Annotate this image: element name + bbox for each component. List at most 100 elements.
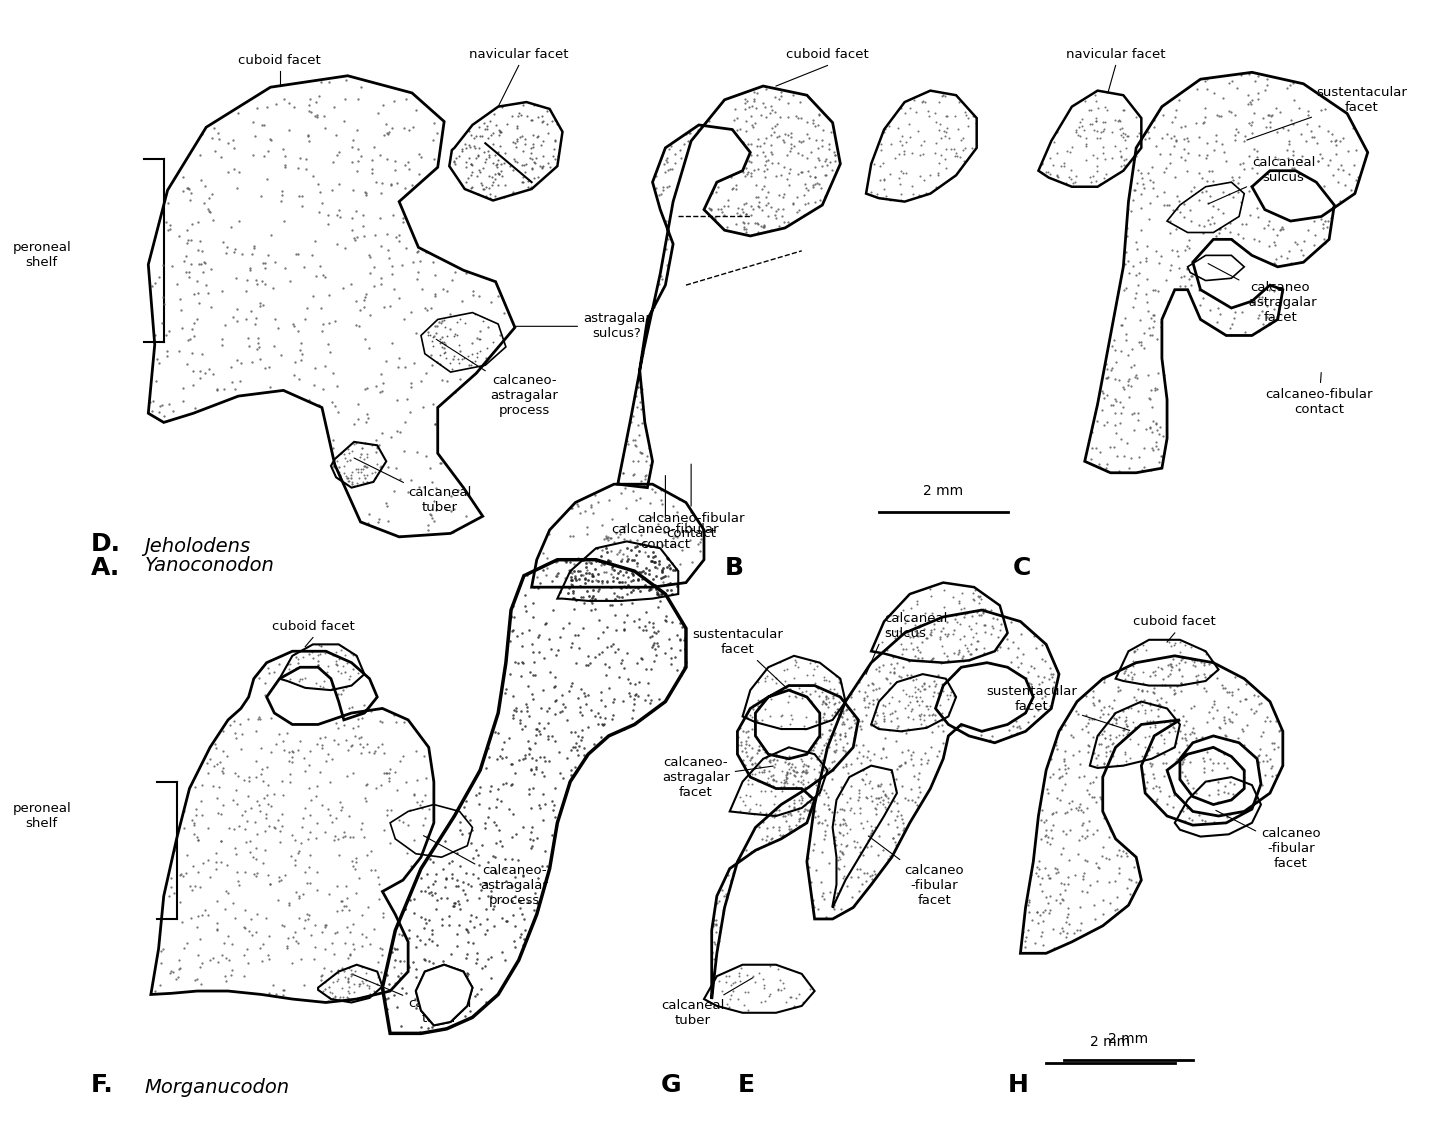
Point xyxy=(919,737,942,755)
Point xyxy=(770,778,793,796)
Point xyxy=(755,667,778,685)
Point xyxy=(528,574,551,592)
Point xyxy=(642,553,665,571)
Point xyxy=(582,735,605,753)
Point xyxy=(610,550,633,568)
Point xyxy=(788,132,811,149)
Point xyxy=(385,714,408,732)
Point xyxy=(905,591,928,609)
Point xyxy=(741,764,764,782)
Point xyxy=(1209,305,1232,323)
Point xyxy=(1277,121,1300,139)
Point xyxy=(628,516,651,534)
Point xyxy=(790,762,813,780)
Point xyxy=(448,343,471,361)
Point xyxy=(774,770,797,788)
Point xyxy=(1188,146,1211,164)
Point xyxy=(457,874,480,892)
Point xyxy=(1180,652,1203,670)
Point xyxy=(1134,779,1157,797)
Point xyxy=(932,123,955,140)
Point xyxy=(854,789,877,807)
Point xyxy=(528,643,551,661)
Point xyxy=(1193,679,1216,697)
Point xyxy=(1038,835,1061,853)
Point xyxy=(468,127,491,145)
Point xyxy=(748,964,771,982)
Point xyxy=(299,807,322,825)
Point xyxy=(1139,711,1162,729)
Point xyxy=(757,987,780,1005)
Point xyxy=(474,760,497,778)
Point xyxy=(508,751,531,769)
Point xyxy=(569,698,592,716)
Point xyxy=(1134,772,1157,790)
Point xyxy=(551,769,574,787)
Point xyxy=(880,763,903,781)
Point xyxy=(204,844,227,862)
Point xyxy=(592,563,615,581)
Point xyxy=(266,890,289,908)
Point xyxy=(1037,904,1060,922)
Point xyxy=(339,923,362,941)
Point xyxy=(1030,869,1053,887)
Point xyxy=(833,812,856,830)
Point xyxy=(1241,158,1264,176)
Point xyxy=(1252,219,1275,237)
Point xyxy=(415,447,438,465)
Point xyxy=(1173,140,1196,158)
Point xyxy=(320,679,343,697)
Point xyxy=(834,837,857,855)
Point xyxy=(659,640,682,658)
Point xyxy=(651,281,673,299)
Point xyxy=(207,953,230,971)
Point xyxy=(829,835,852,853)
Point xyxy=(283,851,306,869)
Point xyxy=(273,212,296,230)
Point xyxy=(666,578,689,596)
Point xyxy=(536,154,559,172)
Point xyxy=(168,960,191,978)
Point xyxy=(343,435,366,453)
Point xyxy=(964,581,987,599)
Point xyxy=(370,424,393,442)
Point xyxy=(355,845,378,863)
Point xyxy=(1137,727,1160,745)
Point xyxy=(1169,681,1192,699)
Point xyxy=(1094,369,1117,387)
Point xyxy=(860,822,883,840)
Point xyxy=(1245,164,1268,182)
Point xyxy=(168,227,191,245)
Point xyxy=(468,118,491,136)
Point xyxy=(791,992,814,1010)
Point xyxy=(1196,194,1219,212)
Point xyxy=(810,725,833,743)
Point xyxy=(625,546,648,564)
Point xyxy=(1117,723,1140,741)
Point xyxy=(1133,324,1156,342)
Point xyxy=(1173,716,1196,734)
Point xyxy=(381,264,404,282)
Point xyxy=(368,876,391,894)
Point xyxy=(879,803,902,821)
Point xyxy=(224,270,247,288)
Point xyxy=(859,876,882,894)
Point xyxy=(1127,701,1150,719)
Point xyxy=(438,854,461,872)
Point xyxy=(616,550,639,568)
Point xyxy=(988,637,1011,655)
Point xyxy=(615,578,638,596)
Point xyxy=(419,851,442,869)
Point xyxy=(890,635,913,653)
Point xyxy=(1084,172,1107,190)
Point xyxy=(852,819,875,837)
Point xyxy=(643,634,666,652)
Text: B: B xyxy=(725,556,744,580)
Point xyxy=(241,353,264,371)
Point xyxy=(1122,355,1144,373)
Point xyxy=(531,112,554,130)
Point xyxy=(1034,652,1057,670)
Point xyxy=(148,269,171,287)
Point xyxy=(823,724,846,742)
Point xyxy=(370,946,393,964)
